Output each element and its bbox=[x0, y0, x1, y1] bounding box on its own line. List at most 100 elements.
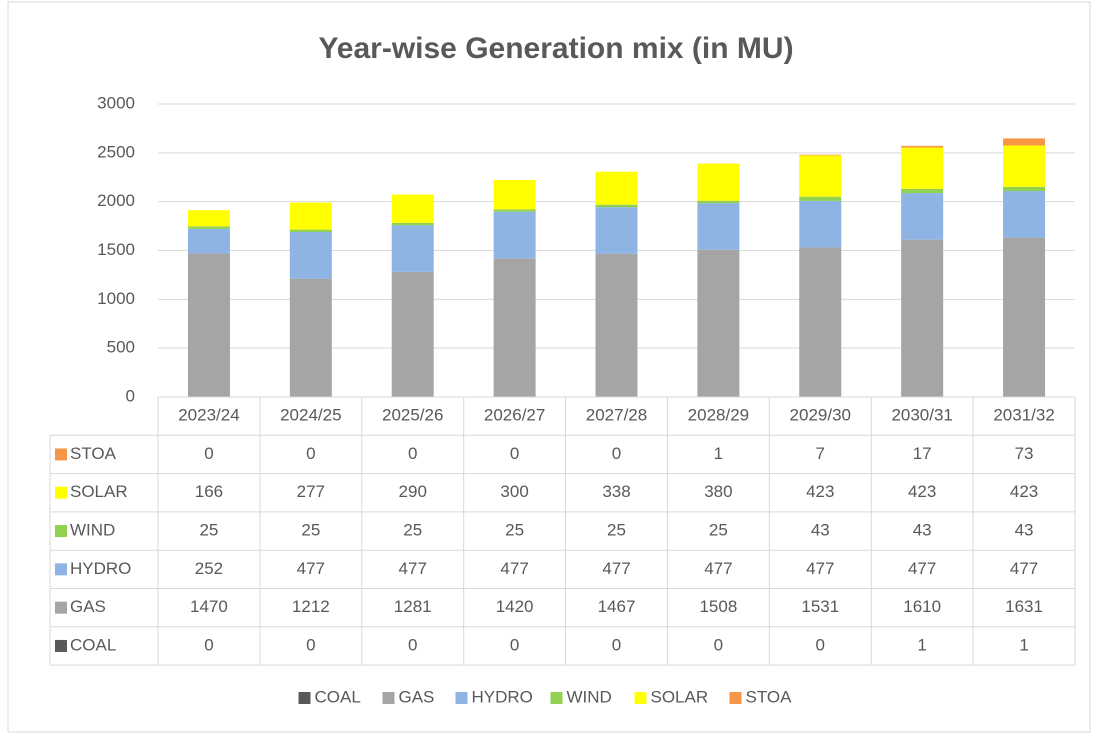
x-tick-label: 2024/25 bbox=[280, 406, 341, 425]
x-tick-label: 2026/27 bbox=[484, 406, 545, 425]
table-cell: 477 bbox=[297, 559, 325, 578]
x-tick-label: 2025/26 bbox=[382, 406, 443, 425]
table-row-label: HYDRO bbox=[70, 559, 131, 578]
y-tick-label: 2500 bbox=[97, 142, 135, 161]
bar-segment bbox=[697, 250, 739, 397]
table-cell: 1281 bbox=[394, 597, 432, 616]
table-cell: 0 bbox=[204, 635, 213, 654]
table-cell: 477 bbox=[399, 559, 427, 578]
table-cell: 73 bbox=[1015, 444, 1034, 463]
chart-title: Year-wise Generation mix (in MU) bbox=[318, 32, 793, 65]
bar-segment bbox=[290, 279, 332, 397]
table-legend-key bbox=[55, 640, 67, 652]
legend-label: HYDRO bbox=[472, 687, 533, 706]
table-cell: 0 bbox=[204, 444, 213, 463]
legend-label: SOLAR bbox=[651, 687, 709, 706]
bar-segment bbox=[901, 146, 943, 148]
x-tick-label: 2029/30 bbox=[790, 406, 851, 425]
table-cell: 0 bbox=[612, 444, 621, 463]
table-cell: 0 bbox=[306, 635, 315, 654]
legend-label: WIND bbox=[567, 687, 612, 706]
bar-segment bbox=[596, 205, 638, 207]
bar-segment bbox=[494, 180, 536, 209]
bar-segment bbox=[188, 210, 230, 226]
bar-segment bbox=[596, 207, 638, 254]
table-cell: 477 bbox=[908, 559, 936, 578]
table-cell: 0 bbox=[408, 635, 417, 654]
table-cell: 477 bbox=[704, 559, 732, 578]
table-row-label: WIND bbox=[70, 521, 115, 540]
table-legend-key bbox=[55, 602, 67, 614]
bar-segment bbox=[799, 155, 841, 156]
table-cell: 1467 bbox=[598, 597, 636, 616]
bar-segment bbox=[1003, 187, 1045, 191]
y-tick-label: 2000 bbox=[97, 191, 135, 210]
table-legend-key bbox=[55, 563, 67, 575]
x-tick-label: 2031/32 bbox=[993, 406, 1054, 425]
table-cell: 0 bbox=[612, 635, 621, 654]
table-cell: 1531 bbox=[801, 597, 839, 616]
x-tick-label: 2030/31 bbox=[891, 406, 952, 425]
bar-segment bbox=[1003, 138, 1045, 145]
table-cell: 380 bbox=[704, 482, 732, 501]
table-cell: 7 bbox=[816, 444, 825, 463]
bar-segment bbox=[799, 201, 841, 248]
table-cell: 477 bbox=[806, 559, 834, 578]
bar-segment bbox=[901, 189, 943, 193]
table-row-label: STOA bbox=[70, 444, 117, 463]
table-cell: 477 bbox=[1010, 559, 1038, 578]
table-cell: 1212 bbox=[292, 597, 330, 616]
table-cell: 423 bbox=[1010, 482, 1038, 501]
bar-segment bbox=[596, 172, 638, 205]
bar-segment bbox=[1003, 238, 1045, 397]
table-cell: 25 bbox=[607, 521, 626, 540]
table-cell: 1470 bbox=[190, 597, 228, 616]
bar-segment bbox=[799, 155, 841, 196]
table-cell: 423 bbox=[806, 482, 834, 501]
table-cell: 1631 bbox=[1005, 597, 1043, 616]
table-cell: 0 bbox=[408, 444, 417, 463]
bar-segment bbox=[901, 193, 943, 240]
bar-segment bbox=[901, 148, 943, 189]
bar-segment bbox=[901, 240, 943, 397]
legend-key bbox=[551, 692, 563, 704]
bar-segment bbox=[697, 203, 739, 250]
bar-segment bbox=[392, 223, 434, 225]
bar-segment bbox=[290, 230, 332, 232]
bar-segment bbox=[188, 226, 230, 228]
table-cell: 1 bbox=[1019, 635, 1028, 654]
y-tick-label: 1000 bbox=[97, 289, 135, 308]
table-cell: 25 bbox=[505, 521, 524, 540]
table-cell: 25 bbox=[709, 521, 728, 540]
bar-segment bbox=[392, 272, 434, 397]
bar-segment bbox=[494, 209, 536, 211]
y-tick-label: 1500 bbox=[97, 240, 135, 259]
legend-label: GAS bbox=[399, 687, 435, 706]
table-row-label: GAS bbox=[70, 597, 106, 616]
bar-segment bbox=[188, 229, 230, 254]
x-tick-label: 2028/29 bbox=[688, 406, 749, 425]
table-row-label: SOLAR bbox=[70, 482, 128, 501]
legend-label: STOA bbox=[746, 687, 793, 706]
table-cell: 25 bbox=[301, 521, 320, 540]
table-cell: 0 bbox=[714, 635, 723, 654]
legend-key bbox=[383, 692, 395, 704]
table-cell: 1610 bbox=[903, 597, 941, 616]
table-cell: 277 bbox=[297, 482, 325, 501]
table-row-label: COAL bbox=[70, 635, 116, 654]
bar-segment bbox=[494, 258, 536, 397]
table-cell: 300 bbox=[500, 482, 528, 501]
table-legend-key bbox=[55, 448, 67, 460]
table-cell: 0 bbox=[510, 635, 519, 654]
bar-segment bbox=[188, 253, 230, 397]
table-cell: 1508 bbox=[699, 597, 737, 616]
table-cell: 25 bbox=[199, 521, 218, 540]
bar-segment bbox=[290, 232, 332, 279]
bar-segment bbox=[697, 201, 739, 203]
legend-label: COAL bbox=[315, 687, 361, 706]
table-cell: 423 bbox=[908, 482, 936, 501]
legend-key bbox=[635, 692, 647, 704]
bar-segment bbox=[290, 203, 332, 230]
bar-segment bbox=[392, 225, 434, 272]
table-cell: 0 bbox=[816, 635, 825, 654]
